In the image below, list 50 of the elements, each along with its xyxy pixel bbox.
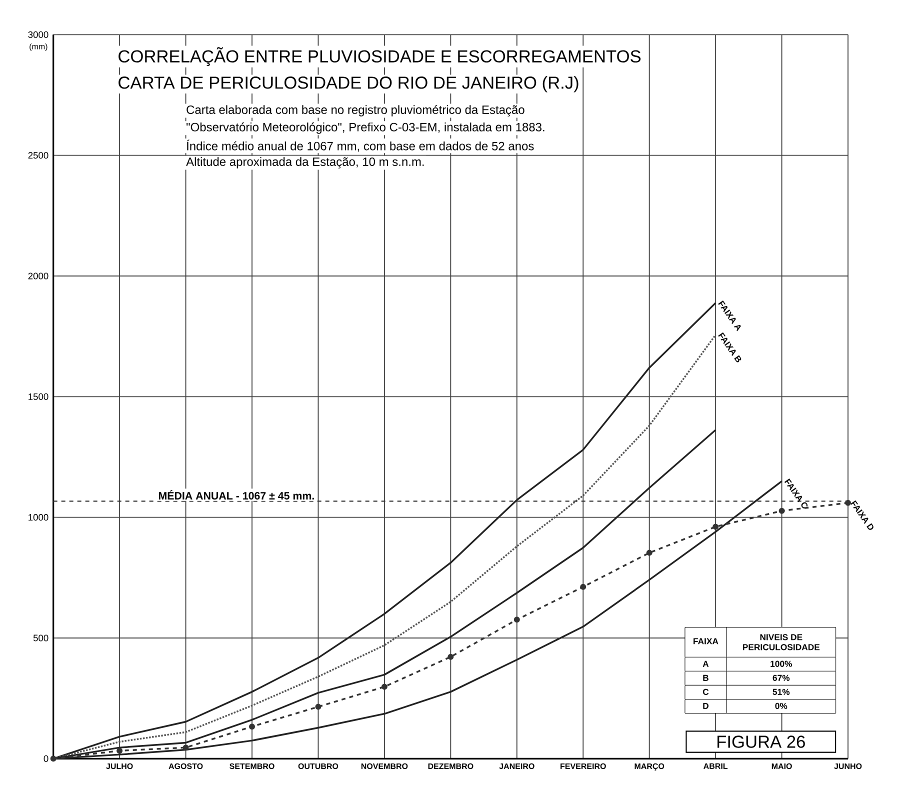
x-tick-label: NOVEMBRO [361, 763, 408, 770]
x-tick-label: DEZEMBRO [428, 763, 474, 770]
y-tick-label: 500 [33, 634, 48, 642]
annotation: Índice médio anual de 1067 mm, com base em dados de 52 anos [186, 140, 534, 152]
point [315, 704, 322, 710]
annotation: FIGURA 26 [718, 736, 805, 748]
ref-line-label: MÉDIA ANUAL - 1067 ± 45 mm. [158, 490, 314, 500]
point [448, 654, 454, 660]
annotation: "Observatório Meteorológico", Prefixo C-03-EM, instalada em 1883. [186, 122, 544, 134]
x-tick-label: SETEMBRO [230, 763, 274, 770]
annotation: D [703, 702, 708, 709]
annotation: 100% [770, 660, 792, 667]
annotation: FAIXA [694, 638, 718, 644]
annotation: B [703, 674, 708, 681]
x-tick-label: ABRIL [704, 763, 728, 769]
x-tick-label: MAIO [772, 763, 792, 770]
annotation: Carta elaborada com base no registro pluviométrico da Estação [186, 105, 524, 116]
x-tick-label: FEVEREIRO [560, 763, 606, 770]
text: CORRELAÇÃO ENTRE PLUVIOSIDADE E ESCORREGAMENTOS [118, 47, 641, 66]
point [646, 550, 652, 556]
y-tick-label: 1000 [28, 514, 48, 521]
annotation: C [702, 688, 709, 695]
point [778, 508, 785, 514]
point [249, 724, 256, 730]
x-tick-label: MARÇO [634, 763, 664, 771]
text: CARTA DE PERICULOSIDADE DO RIO DE JANEIRO (R.J) [118, 76, 578, 92]
point [50, 756, 56, 762]
point [514, 616, 520, 623]
point [712, 524, 719, 530]
y-tick-label: 1500 [28, 393, 48, 400]
y-tick-label: 0 [44, 755, 48, 762]
annotation: 0% [775, 702, 788, 710]
point [580, 584, 586, 590]
x-tick-label: AGOSTO [168, 763, 203, 770]
point [182, 744, 189, 751]
annotation: NIVEIS DE PERICULOSIDADE [742, 634, 820, 650]
y-tick-label: 2500 [28, 152, 48, 159]
annotation: 51% [772, 688, 790, 695]
annotation: A [702, 660, 709, 667]
x-tick-label: JULHO [106, 763, 133, 770]
point [116, 748, 123, 754]
annotation: Altitude aproximada da Estação, 10 m s.n.m. [186, 157, 424, 168]
x-tick-label: JUNHO [834, 763, 862, 770]
x-tick-label: JANEIRO [499, 763, 534, 770]
annotation: 67% [772, 674, 790, 681]
y-tick-label: 2000 [28, 272, 48, 280]
x-tick-label: OUTUBRO [298, 763, 338, 770]
y-axis-title: (mm) [30, 43, 48, 51]
y-tick-label: 3000 [28, 31, 48, 38]
point [381, 684, 388, 690]
